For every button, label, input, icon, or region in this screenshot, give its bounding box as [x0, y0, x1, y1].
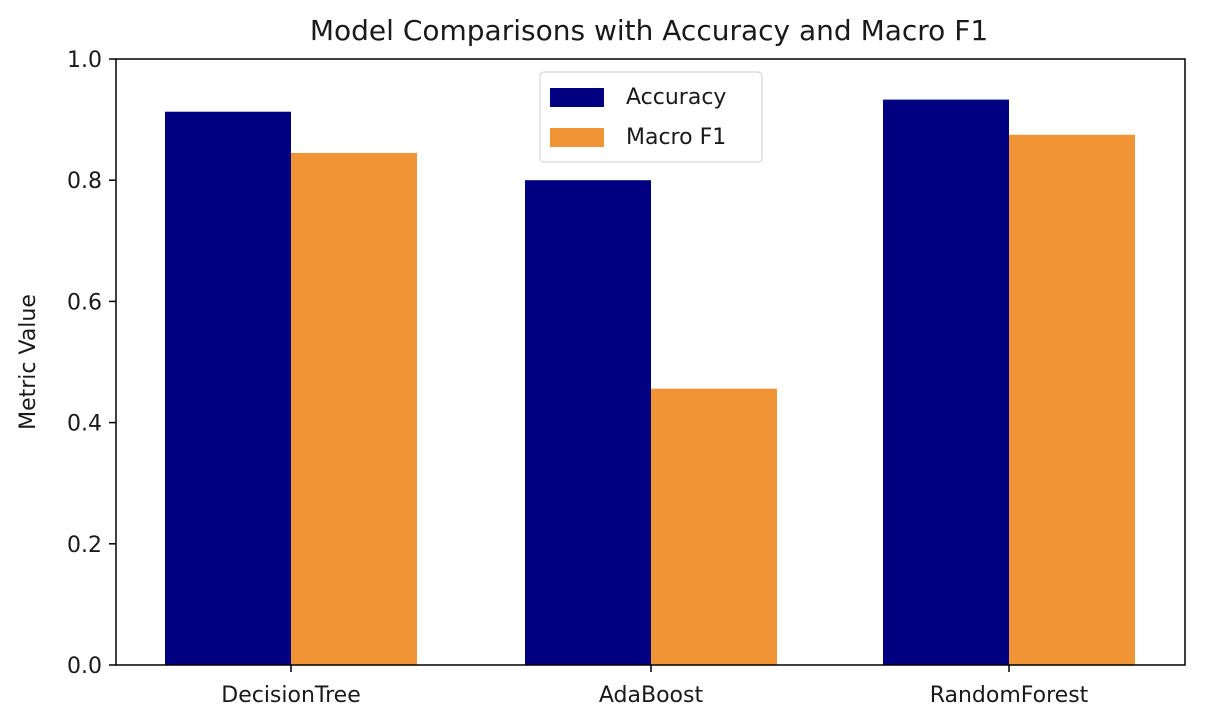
chart-title: Model Comparisons with Accuracy and Macr… [310, 14, 988, 47]
bar-macro-f1-decisiontree [291, 152, 417, 665]
y-axis-label: Metric Value [16, 294, 41, 430]
legend-label-macro-f1: Macro F1 [626, 125, 726, 150]
bar-accuracy-randomforest [883, 99, 1009, 666]
plot-frame [115, 58, 1186, 666]
legend-swatch-accuracy [550, 88, 604, 107]
ticks-layer: DecisionTree AdaBoost RandomForest 0.0 0.2 0.… [67, 48, 1089, 708]
legend-swatch-macro-f1 [550, 128, 604, 147]
bar-accuracy-adaboost [525, 180, 651, 665]
x-tick-label: DecisionTree [221, 683, 361, 708]
bar-macro-f1-adaboost [651, 388, 777, 665]
bars-layer [165, 99, 1135, 666]
bar-accuracy-decisiontree [165, 111, 291, 666]
x-tick-label: RandomForest [930, 683, 1089, 708]
y-tick-label: 0.8 [67, 169, 102, 194]
bar-macro-f1-randomforest [1009, 134, 1135, 665]
legend-label-accuracy: Accuracy [626, 85, 726, 110]
legend: Accuracy Macro F1 [539, 71, 763, 163]
y-tick-label: 0.6 [67, 290, 102, 315]
y-tick-label: 0.0 [67, 654, 102, 679]
x-tick-label: AdaBoost [599, 683, 704, 708]
y-tick-label: 1.0 [67, 48, 102, 73]
y-tick-label: 0.2 [67, 533, 102, 558]
y-tick-label: 0.4 [67, 412, 102, 437]
